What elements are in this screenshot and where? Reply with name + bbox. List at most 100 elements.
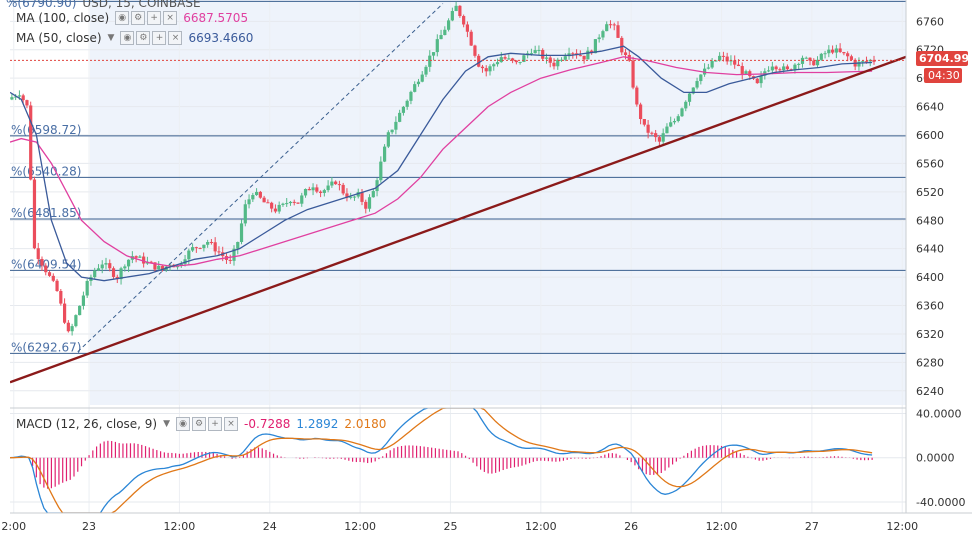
eye-icon[interactable]: ◉ [176,417,191,431]
candle-body [409,91,413,101]
candle-body [341,184,345,194]
candle-body [684,101,688,109]
macd-controls[interactable]: ◉ ⚙ + × [176,417,239,431]
last-price-tag: 6704.99 [916,51,969,67]
candle-body [631,60,635,88]
candle-body [251,195,255,200]
candle-body [315,187,319,192]
eye-icon[interactable]: ◉ [115,11,130,25]
candle-body [198,247,202,249]
candle-body [665,126,669,134]
price-axis: 6760672066806640660065606520648064406400… [916,15,944,397]
candle-body [111,268,116,277]
macd-tick-label: 40.0000 [916,408,962,421]
candle-body [326,185,330,191]
candle-body [194,247,198,249]
close-icon[interactable]: × [163,11,178,25]
candle-body [462,16,466,25]
candle-body [364,201,368,209]
candle-body [160,265,165,271]
candle-body [398,112,402,122]
candle-body [36,248,40,259]
ma100-legend[interactable]: MA (100, close) ◉ ⚙ + × 6687.5705 [16,11,248,25]
chevron-down-icon[interactable]: ▼ [107,33,115,43]
ma50-controls[interactable]: ◉ ⚙ + × [120,31,183,45]
candle-body [138,256,142,258]
ma100-label: MA (100, close) [16,11,110,25]
gear-icon[interactable]: ⚙ [136,31,151,45]
candle-body [352,196,357,198]
candle-body [209,242,214,244]
candle-body [514,60,518,63]
candle-body [861,61,865,63]
candle-body [379,161,383,181]
gear-icon[interactable]: ⚙ [131,11,146,25]
candle-body [834,48,838,53]
candle-body [484,68,488,72]
candle-body [507,58,511,60]
close-icon[interactable]: × [168,31,183,45]
candle-body [729,60,733,62]
candle-body [236,242,240,249]
candle-body [676,116,680,122]
support-trendline [10,55,906,384]
ma100-value: 6687.5705 [183,11,249,25]
candle-body [318,191,323,193]
eye-icon[interactable]: ◉ [120,31,135,45]
candle-body [714,60,718,62]
ma50-label: MA (50, close) [16,31,102,45]
candle-body [100,264,104,269]
candle-body [239,223,244,243]
candle-body [217,251,221,253]
candle-body [778,69,782,71]
candle-body [718,55,722,61]
candle-body [401,106,406,113]
candle-body [187,250,191,260]
candle-body [638,104,643,120]
macd-tick-label: -40.0000 [916,496,965,509]
candle-body [142,256,146,264]
candle-body [635,87,639,105]
candle-body [571,53,575,55]
candle-body [382,146,387,162]
candle-body [25,100,29,106]
candle-body [360,192,364,202]
candle-body [420,74,424,82]
fibonacci-levels: %(6598.72)%(6540.28)%(6481.85)%(6409.54)… [10,0,906,354]
plus-icon[interactable]: + [147,11,162,25]
candle-body [206,242,210,245]
price-tick-label: 6480 [916,214,944,227]
candle-body [736,64,741,67]
candle-body [563,56,567,60]
candle-body [59,290,63,304]
candle-body [510,58,515,61]
candle-body [394,121,398,130]
macd-legend[interactable]: MACD (12, 26, close, 9) ▼ ◉ ⚙ + × -0.7288 1… [16,417,386,431]
plus-icon[interactable]: + [152,31,167,45]
ma100-controls[interactable]: ◉ ⚙ + × [115,11,178,25]
close-icon[interactable]: × [224,417,239,431]
candle-body [586,50,590,60]
candle-body [390,129,394,133]
candle-body [695,81,699,88]
candle-body [567,53,571,57]
ma50-legend[interactable]: MA (50, close) ▼ ◉ ⚙ + × 6693.4660 [16,31,253,45]
candle-body [797,63,801,65]
candle-body [337,184,342,186]
gear-icon[interactable]: ⚙ [192,417,207,431]
candle-body [446,20,451,30]
chevron-down-icon[interactable]: ▼ [163,419,171,429]
candle-body [657,137,662,142]
candle-body [544,57,549,59]
candle-body [793,64,797,71]
plus-icon[interactable]: + [208,417,223,431]
candle-body [202,244,206,249]
fib-level-label: %(6540.28) [11,164,81,178]
candle-body [661,133,665,142]
candle-body [654,133,658,138]
candle-body [93,270,97,278]
candle-body [646,124,650,133]
candle-body [345,193,349,198]
candle-body [428,55,432,67]
candle-body [330,181,334,186]
